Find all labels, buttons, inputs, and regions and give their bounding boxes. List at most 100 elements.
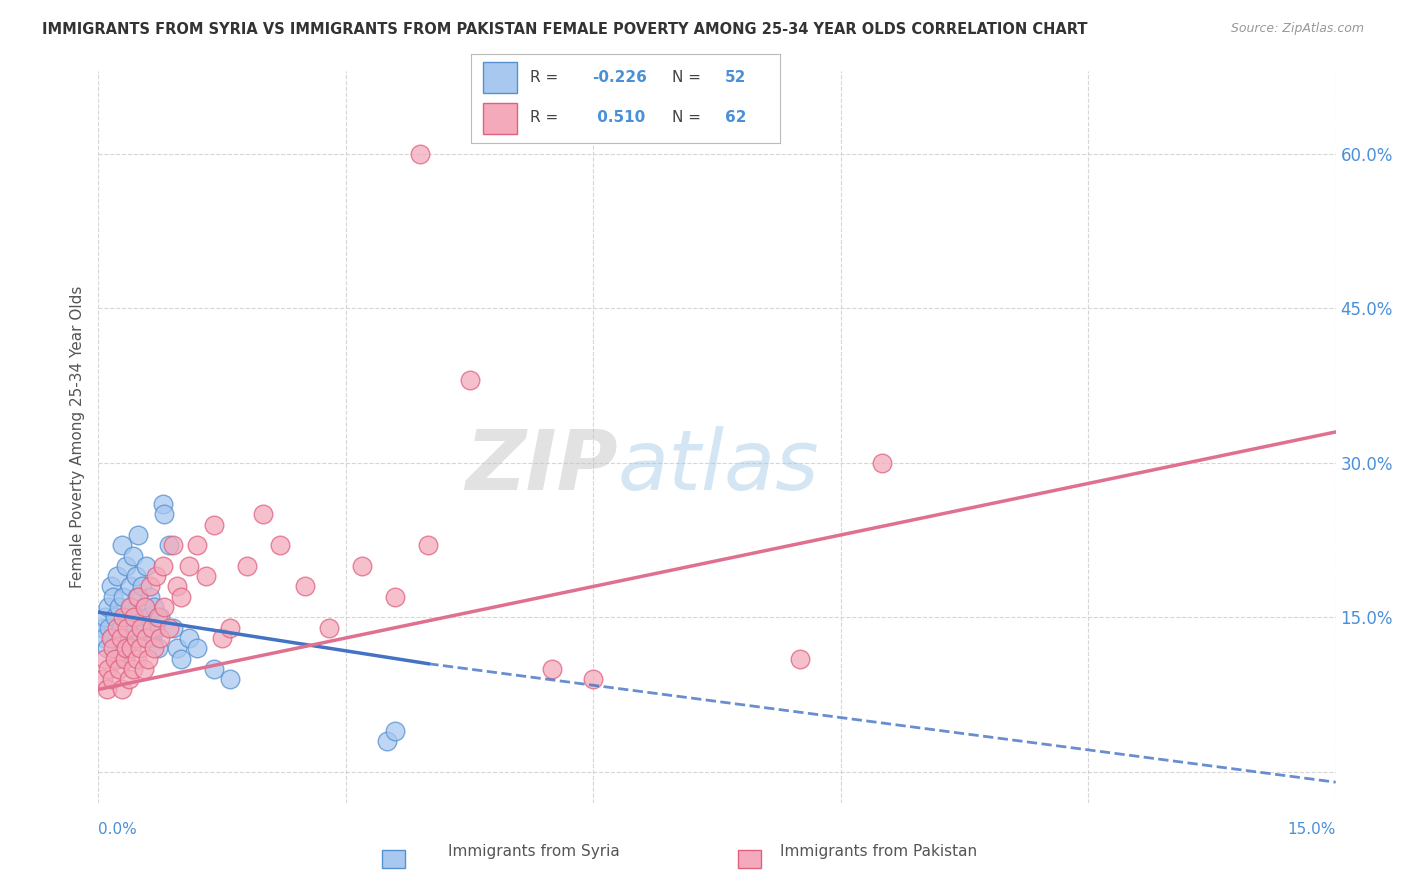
Text: -0.226: -0.226	[592, 70, 647, 85]
Point	[117, 621, 139, 635]
Point	[127, 590, 149, 604]
Point	[108, 662, 131, 676]
Point	[375, 734, 398, 748]
Point	[179, 558, 201, 573]
Point	[114, 651, 136, 665]
Point	[418, 538, 440, 552]
Point	[318, 621, 340, 635]
Point	[145, 569, 167, 583]
Point	[153, 508, 176, 522]
Point	[100, 631, 122, 645]
Text: N =: N =	[672, 70, 706, 85]
Point	[94, 610, 117, 624]
Point	[142, 600, 165, 615]
Point	[136, 651, 159, 665]
Point	[96, 682, 118, 697]
Text: R =: R =	[530, 70, 562, 85]
Point	[170, 590, 193, 604]
Point	[132, 662, 155, 676]
Point	[120, 600, 142, 615]
Point	[252, 508, 274, 522]
Point	[409, 146, 432, 161]
Point	[541, 662, 564, 676]
Point	[97, 600, 120, 615]
Point	[110, 631, 132, 645]
Point	[166, 641, 188, 656]
Point	[100, 579, 122, 593]
Point	[170, 651, 193, 665]
Point	[145, 621, 167, 635]
Text: R =: R =	[530, 111, 562, 125]
Point	[122, 621, 145, 635]
Point	[96, 641, 118, 656]
Point	[789, 651, 811, 665]
Point	[124, 569, 146, 583]
Point	[269, 538, 291, 552]
Point	[138, 579, 160, 593]
Text: IMMIGRANTS FROM SYRIA VS IMMIGRANTS FROM PAKISTAN FEMALE POVERTY AMONG 25-34 YEA: IMMIGRANTS FROM SYRIA VS IMMIGRANTS FROM…	[42, 22, 1088, 37]
Point	[141, 621, 163, 635]
Text: ZIP: ZIP	[465, 425, 619, 507]
Point	[384, 723, 406, 738]
Text: 62: 62	[724, 111, 747, 125]
Point	[105, 621, 128, 635]
Point	[114, 558, 136, 573]
Point	[114, 641, 136, 656]
Point	[124, 631, 146, 645]
Text: 15.0%: 15.0%	[1288, 822, 1336, 837]
Point	[122, 610, 145, 624]
Point	[91, 621, 114, 635]
Point	[114, 641, 136, 656]
Point	[110, 538, 132, 552]
Point	[149, 631, 172, 645]
Y-axis label: Female Poverty Among 25-34 Year Olds: Female Poverty Among 25-34 Year Olds	[69, 286, 84, 588]
Point	[142, 641, 165, 656]
Point	[104, 651, 127, 665]
Point	[97, 662, 120, 676]
Point	[110, 682, 132, 697]
Point	[127, 528, 149, 542]
Point	[146, 641, 169, 656]
Point	[122, 549, 145, 563]
Point	[219, 621, 242, 635]
Text: atlas: atlas	[619, 425, 820, 507]
Point	[118, 672, 141, 686]
Point	[110, 621, 132, 635]
Point	[186, 538, 208, 552]
Point	[162, 621, 184, 635]
Point	[202, 517, 225, 532]
Point	[105, 651, 128, 665]
Point	[219, 672, 242, 686]
Point	[120, 641, 142, 656]
Point	[157, 538, 180, 552]
Point	[128, 610, 150, 624]
Point	[98, 621, 121, 635]
Text: Immigrants from Pakistan: Immigrants from Pakistan	[780, 845, 977, 859]
Point	[103, 641, 125, 656]
Text: 0.510: 0.510	[592, 111, 645, 125]
Point	[118, 600, 141, 615]
Point	[112, 610, 135, 624]
Point	[294, 579, 316, 593]
Text: N =: N =	[672, 111, 706, 125]
Text: Immigrants from Syria: Immigrants from Syria	[449, 845, 620, 859]
Point	[138, 590, 160, 604]
Point	[131, 631, 153, 645]
Point	[157, 621, 180, 635]
Point	[141, 631, 163, 645]
Point	[122, 662, 145, 676]
Point	[94, 651, 117, 665]
Point	[153, 600, 176, 615]
Point	[458, 373, 481, 387]
Point	[136, 610, 159, 624]
Point	[149, 610, 172, 624]
Point	[103, 590, 125, 604]
Point	[104, 610, 127, 624]
Point	[117, 610, 139, 624]
Point	[186, 641, 208, 656]
Text: 52: 52	[724, 70, 747, 85]
Point	[135, 631, 157, 645]
Point	[194, 569, 217, 583]
Point	[93, 631, 115, 645]
Point	[152, 497, 174, 511]
